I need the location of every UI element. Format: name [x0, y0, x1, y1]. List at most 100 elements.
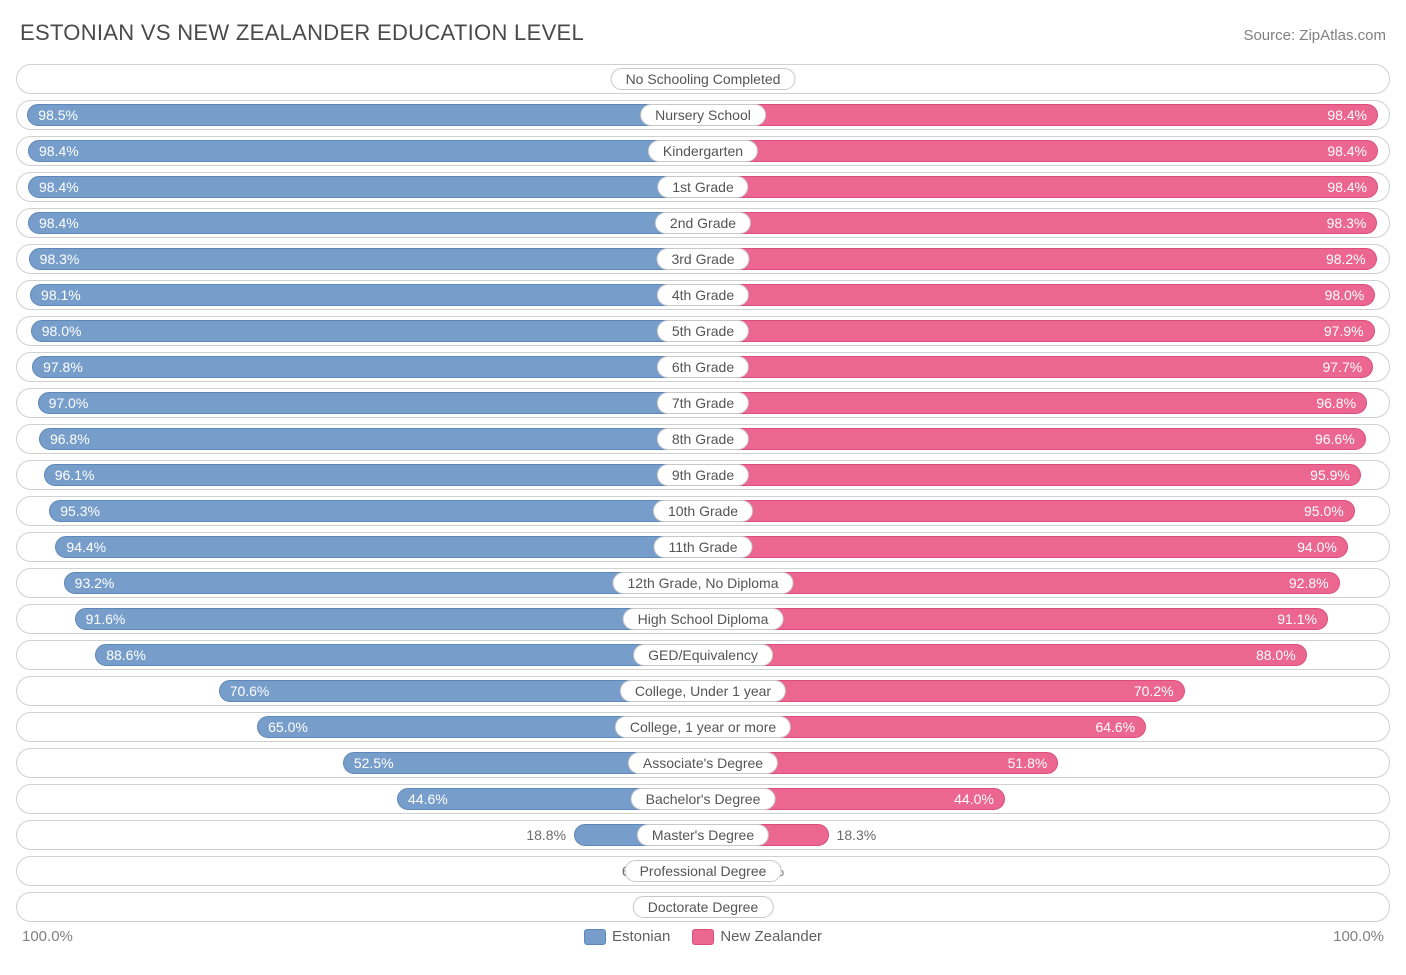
- chart-header: ESTONIAN VS NEW ZEALANDER EDUCATION LEVE…: [16, 20, 1390, 46]
- chart-row: 44.6%44.0%Bachelor's Degree: [16, 784, 1390, 814]
- bar-value-right: 51.8%: [1008, 755, 1048, 771]
- chart-row: 93.2% 92.8% 12th Grade, No Diploma: [16, 568, 1390, 598]
- bar-left: 97.0%: [38, 392, 703, 414]
- bar-value-left: 52.5%: [354, 755, 394, 771]
- category-label: 7th Grade: [657, 392, 749, 414]
- category-label: Professional Degree: [625, 860, 782, 882]
- bar-value-right: 96.6%: [1315, 431, 1355, 447]
- bar-value-left: 98.4%: [39, 179, 79, 195]
- bar-left: 98.4%: [28, 212, 703, 234]
- bar-value-left: 97.8%: [43, 359, 83, 375]
- category-label: Associate's Degree: [628, 752, 778, 774]
- bar-left: 97.8%: [32, 356, 703, 378]
- chart-row: 98.5%98.4%Nursery School: [16, 100, 1390, 130]
- category-label: 10th Grade: [653, 500, 753, 522]
- bar-value-right: 98.2%: [1326, 251, 1366, 267]
- bar-value-right: 98.4%: [1327, 179, 1367, 195]
- chart-row: 6.0%6.0%Professional Degree: [16, 856, 1390, 886]
- category-label: Kindergarten: [648, 140, 758, 162]
- chart-row: 98.4%98.4%Kindergarten: [16, 136, 1390, 166]
- bar-left: 93.2%: [64, 572, 703, 594]
- legend-swatch-left: [584, 929, 606, 945]
- axis-tick-right: 100.0%: [1333, 928, 1384, 945]
- chart-row: 96.8% 96.6% 8th Grade: [16, 424, 1390, 454]
- category-label: 5th Grade: [657, 320, 749, 342]
- bar-value-right: 95.9%: [1310, 467, 1350, 483]
- category-label: College, Under 1 year: [620, 680, 786, 702]
- bar-right: 98.0%: [703, 284, 1375, 306]
- bar-left: 88.6%: [95, 644, 703, 666]
- bar-left: 98.0%: [31, 320, 703, 342]
- bar-value-right: 98.0%: [1325, 287, 1365, 303]
- category-label: 3rd Grade: [656, 248, 749, 270]
- chart-source: Source: ZipAtlas.com: [1243, 27, 1386, 44]
- bar-value-left: 98.3%: [40, 251, 80, 267]
- category-label: 12th Grade, No Diploma: [613, 572, 794, 594]
- chart-row: 88.6% 88.0% GED/Equivalency: [16, 640, 1390, 670]
- bar-value-left: 88.6%: [106, 647, 146, 663]
- category-label: 8th Grade: [657, 428, 749, 450]
- bar-right: 92.8%: [703, 572, 1340, 594]
- category-label: College, 1 year or more: [615, 716, 791, 738]
- legend-swatch-right: [692, 929, 714, 945]
- chart-row: 98.3% 98.2% 3rd Grade: [16, 244, 1390, 274]
- bar-value-right: 96.8%: [1316, 395, 1356, 411]
- bar-right: 98.2%: [703, 248, 1377, 270]
- bar-left: 96.8%: [39, 428, 703, 450]
- bar-value-left: 95.3%: [60, 503, 100, 519]
- bar-right: 98.4%: [703, 140, 1378, 162]
- bar-value-right: 97.9%: [1324, 323, 1364, 339]
- chart-row: 91.6%91.1%High School Diploma: [16, 604, 1390, 634]
- bar-value-right: 64.6%: [1095, 719, 1135, 735]
- chart-row: 97.8% 97.7% 6th Grade: [16, 352, 1390, 382]
- bar-value-left: 98.5%: [38, 107, 78, 123]
- bar-right: 97.7%: [703, 356, 1373, 378]
- legend-item-right: New Zealander: [692, 928, 822, 945]
- bar-right: 98.3%: [703, 212, 1377, 234]
- chart-title: ESTONIAN VS NEW ZEALANDER EDUCATION LEVE…: [20, 20, 584, 46]
- category-label: 6th Grade: [657, 356, 749, 378]
- bar-value-left: 97.0%: [49, 395, 89, 411]
- bar-value-right: 98.4%: [1327, 107, 1367, 123]
- bar-left: 91.6%: [75, 608, 703, 630]
- bar-right: 88.0%: [703, 644, 1307, 666]
- chart-row: 98.1%98.0%4th Grade: [16, 280, 1390, 310]
- legend-item-left: Estonian: [584, 928, 670, 945]
- chart-row: 1.6%1.7%No Schooling Completed: [16, 64, 1390, 94]
- bar-value-left: 94.4%: [66, 539, 106, 555]
- category-label: 1st Grade: [657, 176, 748, 198]
- chart-row: 96.1% 95.9% 9th Grade: [16, 460, 1390, 490]
- bar-value-left: 91.6%: [86, 611, 126, 627]
- category-label: Master's Degree: [637, 824, 769, 846]
- chart-footer: 100.0% Estonian New Zealander 100.0%: [16, 928, 1390, 945]
- bar-left: 98.1%: [30, 284, 703, 306]
- bar-value-right: 92.8%: [1289, 575, 1329, 591]
- bar-value-right: 94.0%: [1297, 539, 1337, 555]
- bar-value-right: 98.3%: [1327, 215, 1367, 231]
- bar-value-left: 44.6%: [408, 791, 448, 807]
- legend-label-left: Estonian: [612, 928, 670, 945]
- chart-row: 95.3% 95.0%10th Grade: [16, 496, 1390, 526]
- bar-right: 95.9%: [703, 464, 1361, 486]
- chart-row: 97.0% 96.8% 7th Grade: [16, 388, 1390, 418]
- category-label: No Schooling Completed: [611, 68, 796, 90]
- bar-value-left: 96.1%: [55, 467, 95, 483]
- category-label: GED/Equivalency: [633, 644, 773, 666]
- bar-value-right: 98.4%: [1327, 143, 1367, 159]
- bar-value-right: 91.1%: [1277, 611, 1317, 627]
- bar-left: 95.3%: [49, 500, 703, 522]
- category-label: 9th Grade: [657, 464, 749, 486]
- bar-value-left: 70.6%: [230, 683, 270, 699]
- bar-value-left: 98.4%: [39, 215, 79, 231]
- legend-label-right: New Zealander: [720, 928, 822, 945]
- bar-right: 94.0%: [703, 536, 1348, 558]
- bar-value-right: 97.7%: [1323, 359, 1363, 375]
- bar-left: 96.1%: [44, 464, 703, 486]
- bar-value-left: 93.2%: [75, 575, 115, 591]
- legend: Estonian New Zealander: [584, 928, 822, 945]
- bar-right: 98.4%: [703, 176, 1378, 198]
- bar-right: 97.9%: [703, 320, 1375, 342]
- bar-right: 95.0%: [703, 500, 1355, 522]
- bar-value-right: 88.0%: [1256, 647, 1296, 663]
- chart-row: 18.8%18.3%Master's Degree: [16, 820, 1390, 850]
